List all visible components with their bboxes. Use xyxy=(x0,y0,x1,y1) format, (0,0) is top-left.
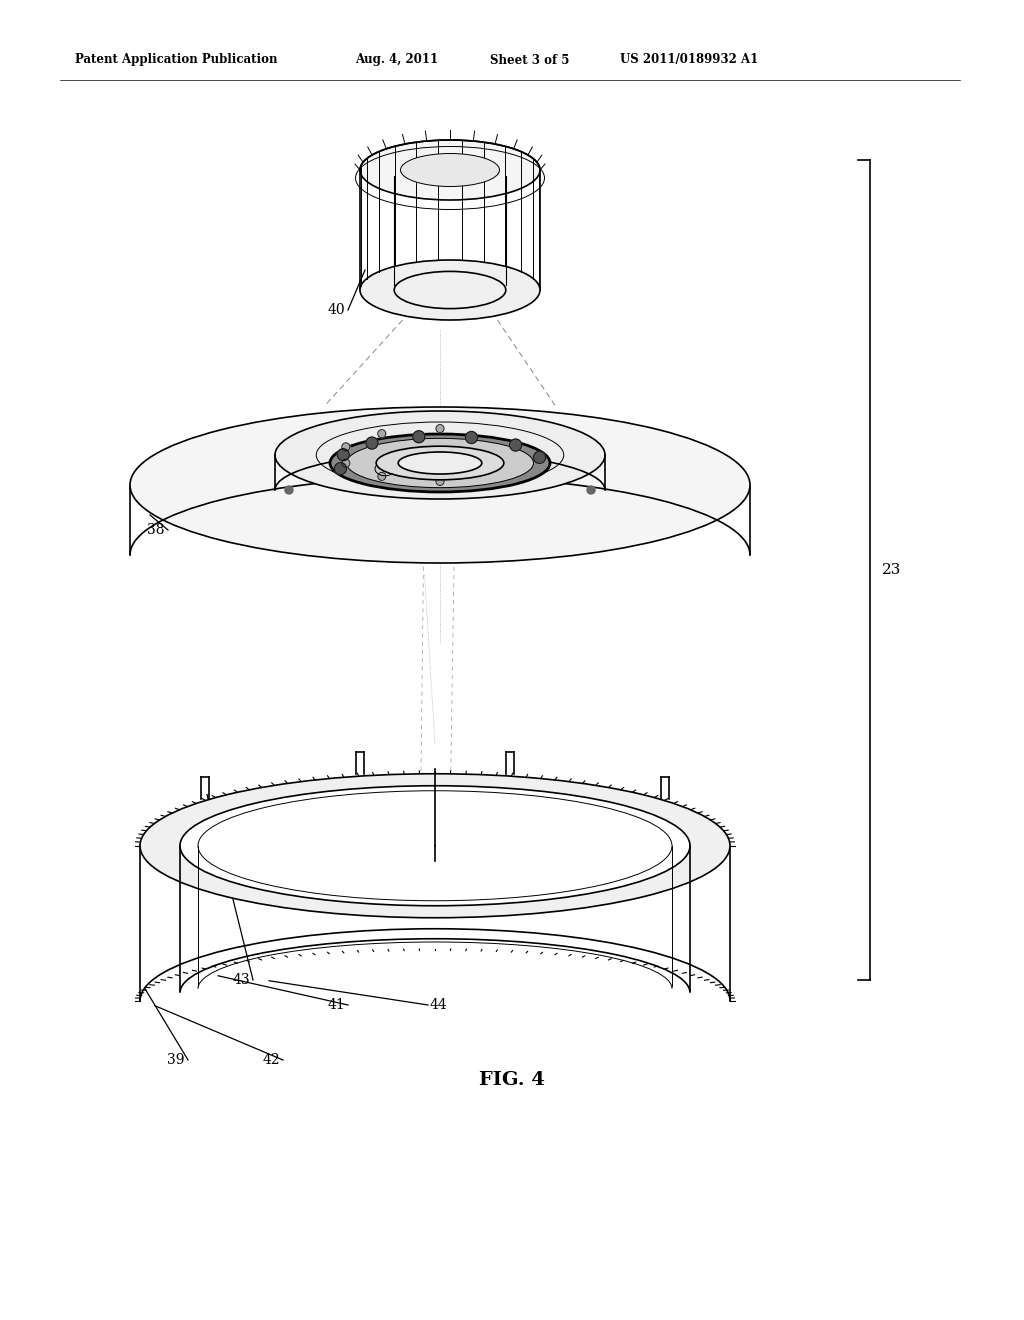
Circle shape xyxy=(510,440,521,451)
Circle shape xyxy=(378,473,386,480)
Text: 43: 43 xyxy=(232,973,250,987)
Circle shape xyxy=(342,442,350,451)
Ellipse shape xyxy=(180,785,690,906)
Circle shape xyxy=(436,478,444,486)
Circle shape xyxy=(337,449,349,461)
Ellipse shape xyxy=(140,774,730,917)
Circle shape xyxy=(366,437,378,449)
Circle shape xyxy=(466,432,477,444)
Circle shape xyxy=(285,486,293,494)
Circle shape xyxy=(436,425,444,433)
Text: Patent Application Publication: Patent Application Publication xyxy=(75,54,278,66)
Text: Aug. 4, 2011: Aug. 4, 2011 xyxy=(355,54,438,66)
Text: Sheet 3 of 5: Sheet 3 of 5 xyxy=(490,54,569,66)
Text: 40: 40 xyxy=(328,304,345,317)
Text: US 2011/0189932 A1: US 2011/0189932 A1 xyxy=(620,54,758,66)
Circle shape xyxy=(587,486,595,494)
Ellipse shape xyxy=(346,438,534,487)
Text: 38: 38 xyxy=(147,523,165,537)
Circle shape xyxy=(378,429,386,438)
Text: 41: 41 xyxy=(328,998,345,1012)
Text: FIG. 4: FIG. 4 xyxy=(479,1071,545,1089)
Ellipse shape xyxy=(330,434,550,492)
Ellipse shape xyxy=(400,153,500,186)
Text: 44: 44 xyxy=(430,998,447,1012)
Circle shape xyxy=(342,459,350,467)
Text: 39: 39 xyxy=(168,1053,185,1067)
Ellipse shape xyxy=(130,407,750,564)
Text: 42: 42 xyxy=(262,1053,280,1067)
Circle shape xyxy=(335,462,346,475)
Text: 23: 23 xyxy=(882,564,901,577)
Ellipse shape xyxy=(275,411,605,499)
Ellipse shape xyxy=(360,260,540,319)
Circle shape xyxy=(534,451,546,463)
Ellipse shape xyxy=(398,451,482,474)
Circle shape xyxy=(413,430,425,442)
Ellipse shape xyxy=(360,140,540,201)
Ellipse shape xyxy=(376,446,504,480)
